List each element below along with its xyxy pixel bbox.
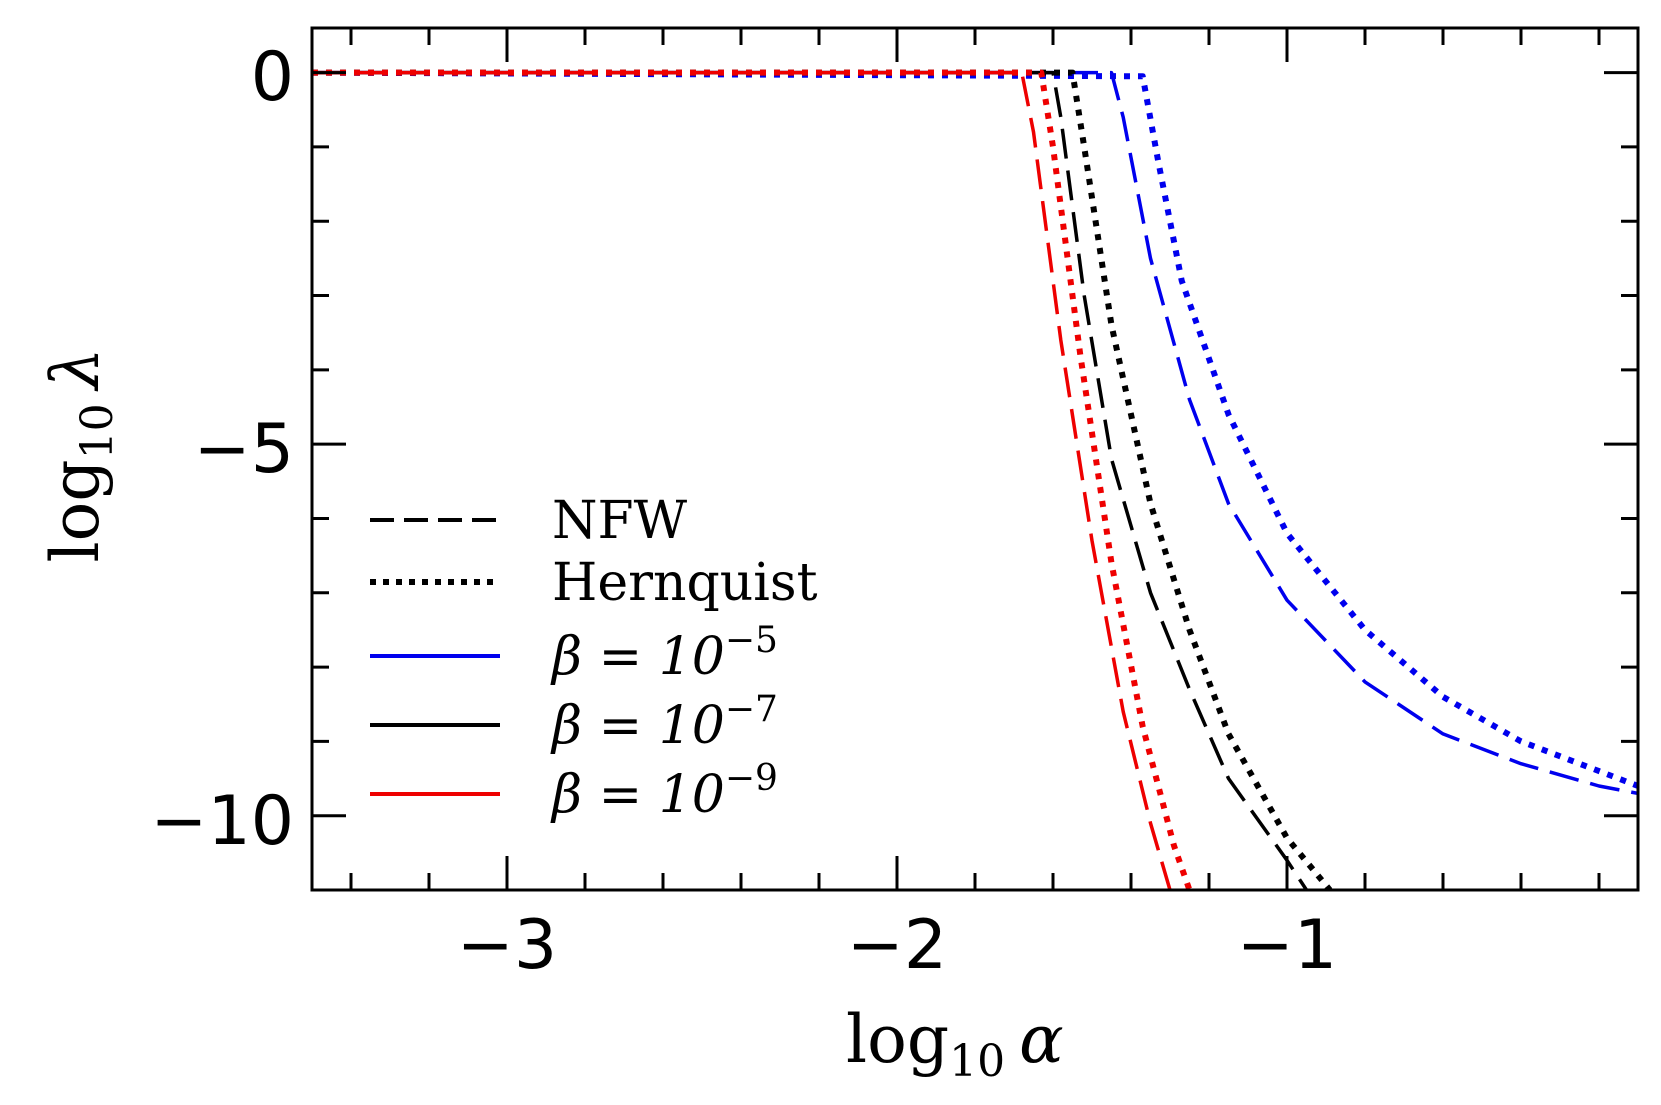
y-axis-label-prefix: log bbox=[37, 459, 114, 562]
x-tick-label-2: −1 bbox=[1237, 906, 1337, 985]
legend-label-beta-5: β = 10−5 bbox=[550, 620, 778, 687]
series-line-beta-7-nfw bbox=[312, 70, 1308, 890]
legend: NFW Hernquist β = 10−5 β = 10−7 β = 10−9 bbox=[370, 491, 818, 825]
y-tick-label-0: 0 bbox=[251, 38, 294, 117]
y-tick-label-2: −10 bbox=[150, 782, 294, 861]
series-layer bbox=[312, 69, 1638, 890]
x-axis-label-sub: 10 bbox=[949, 1036, 1005, 1087]
legend-label-beta-7: β = 10−7 bbox=[550, 689, 778, 756]
y-axis-label-sub: 10 bbox=[72, 403, 123, 459]
legend-label-beta-9: β = 10−9 bbox=[550, 758, 778, 825]
y-axis-label: log10 λ bbox=[37, 348, 123, 563]
x-axis-label: log10 α bbox=[846, 1001, 1064, 1087]
ticks-layer bbox=[312, 28, 1638, 892]
series-line-beta-9-nfw bbox=[312, 70, 1172, 890]
y-tick-label-1: −5 bbox=[194, 410, 294, 489]
plot-frame bbox=[310, 26, 1640, 892]
x-tick-label-1: −2 bbox=[847, 906, 947, 985]
y-axis-label-var: λ bbox=[37, 348, 114, 393]
legend-label-hernquist: Hernquist bbox=[552, 553, 818, 613]
series-line-beta-5-nfw bbox=[312, 70, 1638, 796]
x-axis-label-prefix: log bbox=[846, 1001, 949, 1078]
x-axis-label-var: α bbox=[1019, 1001, 1064, 1078]
x-tick-label-0: −3 bbox=[457, 906, 557, 985]
series-line-beta-7-hernquist bbox=[312, 69, 1333, 890]
series-line-beta-5-hernquist bbox=[312, 69, 1638, 789]
legend-label-nfw: NFW bbox=[552, 491, 688, 551]
